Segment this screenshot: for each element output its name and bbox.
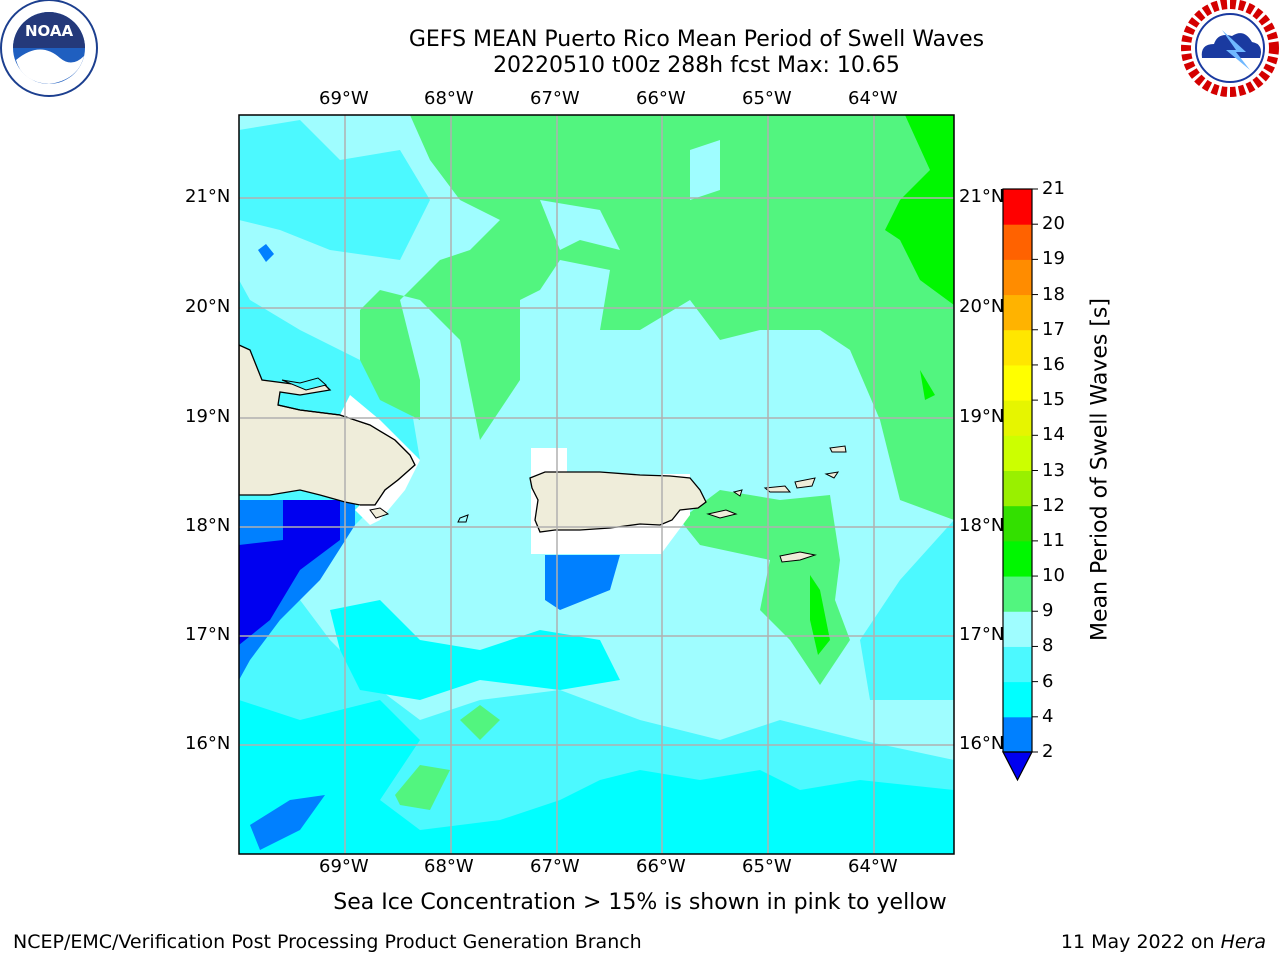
colorbar-tick-label: 15 [1042, 389, 1065, 411]
map-frame [238, 114, 955, 855]
band-10-11-east [810, 575, 830, 655]
lon-label-bottom: 67°W [530, 856, 580, 877]
map-subtitle: 20220510 t00z 288h fcst Max: 10.65 [493, 53, 900, 78]
band-8-9-pocket2 [690, 140, 720, 200]
lon-label-top: 68°W [424, 88, 474, 109]
lat-label-left: 20°N [185, 296, 231, 317]
lat-label-right: 16°N [959, 733, 1005, 754]
colorbar-tick-label: 16 [1042, 353, 1065, 375]
lon-label-top: 69°W [319, 88, 369, 109]
sea-ice-note: Sea Ice Concentration > 15% is shown in … [333, 890, 947, 915]
noaa-logo: NOAA [0, 0, 98, 97]
virgin-gorda-island [824, 471, 840, 479]
lat-label-right: 21°N [959, 186, 1005, 207]
colorbar-tick-label: 17 [1042, 318, 1065, 340]
band-2-4-sw [250, 795, 325, 850]
lon-label-top: 66°W [636, 88, 686, 109]
band-9-10-south1 [460, 705, 500, 740]
lon-label-bottom: 68°W [424, 856, 474, 877]
vieques-island [706, 509, 738, 519]
noaa-gull-icon [16, 49, 84, 84]
colorbar-tick-label: 12 [1042, 494, 1065, 516]
culebra-island [732, 489, 743, 497]
lat-label-left: 17°N [185, 624, 231, 645]
lat-label-right: 17°N [959, 624, 1005, 645]
band-below-2 [239, 500, 340, 645]
colorbar-tick-label: 8 [1042, 635, 1054, 657]
lat-label-left: 21°N [185, 186, 231, 207]
saona-island [369, 507, 390, 519]
colorbar-tick-label: 21 [1042, 178, 1065, 199]
colorbar-tick-label: 14 [1042, 424, 1065, 446]
anegada-island [829, 445, 847, 453]
colorbar-label: Mean Period of Swell Waves [s] [1087, 298, 1113, 641]
footer-host: Hera [1220, 931, 1266, 953]
lon-label-bottom: 64°W [848, 856, 898, 877]
map-title: GEFS MEAN Puerto Rico Mean Period of Swe… [408, 27, 985, 52]
colorbar-tick-label: 19 [1042, 248, 1065, 270]
tortola-island [794, 477, 816, 489]
band-4-6-south [239, 700, 954, 854]
lat-label-right: 19°N [959, 406, 1005, 427]
lon-label-top: 65°W [742, 88, 792, 109]
st-croix-island [779, 551, 817, 563]
swell-period-field [239, 115, 954, 854]
hispaniola-mask [340, 395, 420, 525]
nws-cloud-icon [1201, 33, 1261, 58]
colorbar-tick-label: 4 [1042, 705, 1054, 727]
colorbar-tick-label: 20 [1042, 213, 1065, 235]
footer-branch: NCEP/EMC/Verification Post Processing Pr… [13, 931, 642, 953]
band-2-4-south-pr [545, 555, 620, 610]
footer-date-text: 11 May 2022 on [1060, 931, 1221, 953]
lat-label-right: 18°N [959, 515, 1005, 536]
lon-label-top: 67°W [530, 88, 580, 109]
colorbar-tick-label: 11 [1042, 529, 1065, 551]
lon-label-bottom: 65°W [742, 856, 792, 877]
lat-label-left: 19°N [185, 406, 231, 427]
gonave-island [281, 377, 328, 391]
colorbar-tick-label: 10 [1042, 565, 1065, 587]
band-8-9-pocket [540, 200, 620, 250]
band-9-10 [360, 115, 954, 520]
band-10-11 [885, 115, 954, 305]
band-4-6-mid [330, 600, 620, 700]
colorbar-tick-label: 2 [1042, 741, 1054, 762]
lat-label-left: 18°N [185, 515, 231, 536]
nws-logo [1181, 0, 1279, 97]
colorbar-tick-label: 9 [1042, 600, 1054, 622]
lat-label-right: 20°N [959, 296, 1005, 317]
lon-label-top: 64°W [848, 88, 898, 109]
colorbar-tick-label: 6 [1042, 670, 1054, 692]
nws-lightning-icon [1222, 30, 1250, 70]
band-10-11-spot [920, 370, 935, 400]
colorbar-tick-label: 18 [1042, 283, 1065, 305]
band-6-8-north [239, 120, 430, 260]
lat-label-left: 16°N [185, 733, 231, 754]
noaa-logo-text: NOAA [25, 22, 74, 40]
colorbar-tick-label: 13 [1042, 459, 1065, 481]
lon-label-bottom: 66°W [636, 856, 686, 877]
mona-island [457, 514, 469, 523]
footer-date: 11 May 2022 on Hera [1061, 931, 1266, 953]
band-2-4-spot [258, 244, 274, 262]
band-9-10-south2 [395, 765, 450, 810]
lon-label-bottom: 69°W [319, 856, 369, 877]
map-gridlines [239, 115, 954, 854]
